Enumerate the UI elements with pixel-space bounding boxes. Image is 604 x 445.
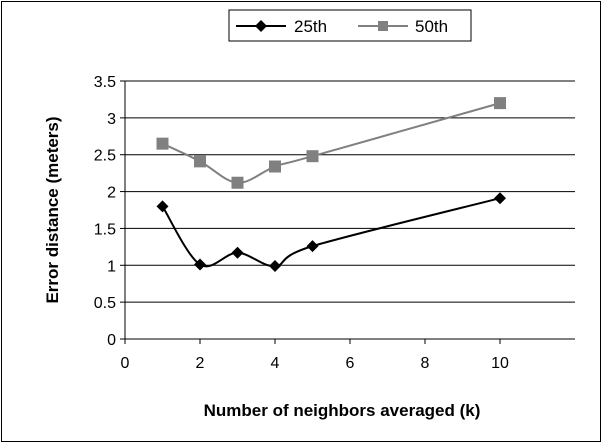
data-point-50th-2: [231, 176, 244, 189]
axes: [120, 80, 575, 344]
series-line-50th: [162, 102, 501, 184]
y-tick-label-2: 1: [107, 258, 116, 275]
y-tick-label-0: 0: [107, 332, 116, 349]
data-point-50th-0: [156, 137, 169, 150]
x-tick-label-3: 6: [346, 355, 355, 372]
y-tick-label-3: 1.5: [94, 221, 116, 238]
x-tick-label-1: 2: [196, 355, 205, 372]
tick-labels: 0 0.5 1 1.5 2 2.5 3 3.5 0 2 4 6 8 10: [94, 74, 509, 372]
legend: 25th 50th: [228, 9, 472, 42]
legend-label-50th: 50th: [415, 17, 448, 36]
data-point-25th-3: [269, 260, 281, 273]
data-point-25th-1: [194, 258, 206, 271]
y-tick-label-1: 0.5: [94, 295, 116, 312]
data-point-50th-3: [269, 160, 281, 173]
data-point-50th-5: [494, 97, 506, 110]
legend-marker-50th: [378, 21, 388, 31]
data-point-25th-0: [156, 200, 169, 213]
x-tick-label-2: 4: [271, 355, 280, 372]
x-axis-title: Number of neighbors averaged (k): [204, 401, 481, 420]
legend-marker-25th: [255, 20, 267, 32]
data-point-50th-4: [306, 150, 319, 163]
data-point-50th-1: [194, 155, 206, 168]
y-tick-label-6: 3: [107, 111, 116, 128]
data-point-25th-4: [306, 240, 319, 253]
y-axis-title: Error distance (meters): [43, 116, 62, 303]
x-tick-label-5: 10: [491, 355, 509, 372]
series-line-25th: [161, 197, 501, 268]
series-layer: [156, 97, 506, 273]
x-tick-label-4: 8: [421, 355, 430, 372]
x-tick-label-0: 0: [121, 355, 130, 372]
gridlines: [125, 80, 575, 303]
legend-label-25th: 25th: [294, 17, 327, 36]
y-tick-label-4: 2: [107, 185, 116, 202]
data-point-25th-2: [231, 246, 244, 259]
data-point-25th-5: [494, 192, 506, 205]
y-tick-label-7: 3.5: [94, 74, 116, 91]
y-tick-label-5: 2.5: [94, 148, 116, 165]
